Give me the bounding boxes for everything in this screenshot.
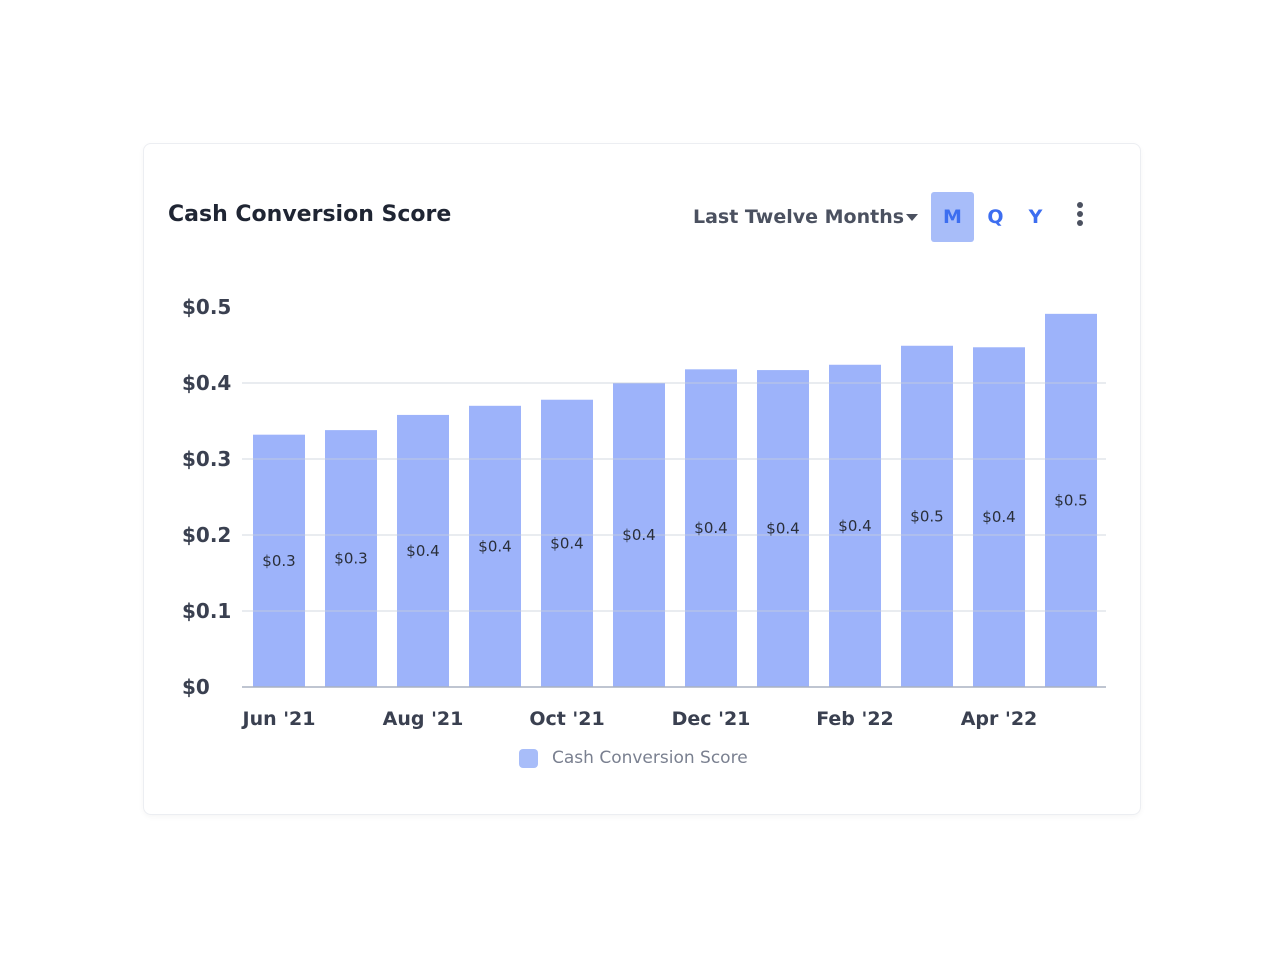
chart-title: Cash Conversion Score bbox=[168, 202, 452, 227]
period-year-button[interactable]: Y bbox=[1028, 206, 1043, 228]
data-label: $0.4 bbox=[694, 519, 727, 537]
bar[interactable] bbox=[469, 405, 521, 687]
period-dropdown[interactable]: Last Twelve Months bbox=[693, 206, 905, 228]
bar[interactable] bbox=[901, 345, 953, 687]
caret-down-icon[interactable] bbox=[906, 214, 918, 221]
bar[interactable] bbox=[253, 434, 305, 687]
y-tick-label: $0.1 bbox=[182, 599, 231, 623]
legend-swatch bbox=[519, 748, 538, 768]
legend[interactable]: Cash Conversion Score bbox=[519, 748, 748, 768]
bar[interactable] bbox=[757, 370, 809, 687]
data-label: $0.4 bbox=[550, 534, 583, 552]
x-tick-label: Feb '22 bbox=[816, 708, 894, 730]
y-tick-label: $0.3 bbox=[182, 447, 231, 471]
data-label: $0.4 bbox=[478, 537, 511, 555]
bar[interactable] bbox=[541, 399, 593, 687]
more-options-icon[interactable] bbox=[1076, 202, 1084, 232]
data-label: $0.4 bbox=[982, 508, 1015, 526]
chart-card: Cash Conversion Score Last Twelve Months… bbox=[143, 143, 1141, 815]
x-tick-label: Apr '22 bbox=[961, 708, 1038, 730]
y-tick-label: $0.4 bbox=[182, 371, 231, 395]
x-tick-label: Aug '21 bbox=[383, 708, 464, 730]
data-label: $0.4 bbox=[406, 542, 439, 560]
x-tick-label: Oct '21 bbox=[529, 708, 604, 730]
bar[interactable] bbox=[1045, 313, 1097, 687]
y-tick-label: $0 bbox=[182, 675, 210, 699]
bar[interactable] bbox=[973, 347, 1025, 687]
data-label: $0.3 bbox=[334, 550, 367, 568]
data-label: $0.3 bbox=[262, 552, 295, 570]
x-tick-label: Dec '21 bbox=[672, 708, 751, 730]
y-tick-label: $0.5 bbox=[182, 295, 231, 319]
bar[interactable] bbox=[325, 430, 377, 687]
bar[interactable] bbox=[397, 414, 449, 687]
x-tick-label: Jun '21 bbox=[241, 708, 316, 730]
bar[interactable] bbox=[829, 364, 881, 687]
data-label: $0.5 bbox=[1054, 491, 1087, 509]
data-label: $0.4 bbox=[838, 517, 871, 535]
period-quarter-button[interactable]: Q bbox=[987, 206, 1004, 228]
period-month-button[interactable]: M bbox=[931, 192, 974, 242]
y-tick-label: $0.2 bbox=[182, 523, 231, 547]
legend-label: Cash Conversion Score bbox=[552, 748, 748, 768]
data-label: $0.4 bbox=[766, 520, 799, 538]
bar-chart: $0 $0.1 $0.2 $0.3 $0.4 $0.5 $0.3 $0.3 $0.4 $0.4 $0… bbox=[182, 295, 1106, 730]
data-label: $0.4 bbox=[622, 526, 655, 544]
data-label: $0.5 bbox=[910, 507, 943, 525]
bar[interactable] bbox=[685, 369, 737, 687]
